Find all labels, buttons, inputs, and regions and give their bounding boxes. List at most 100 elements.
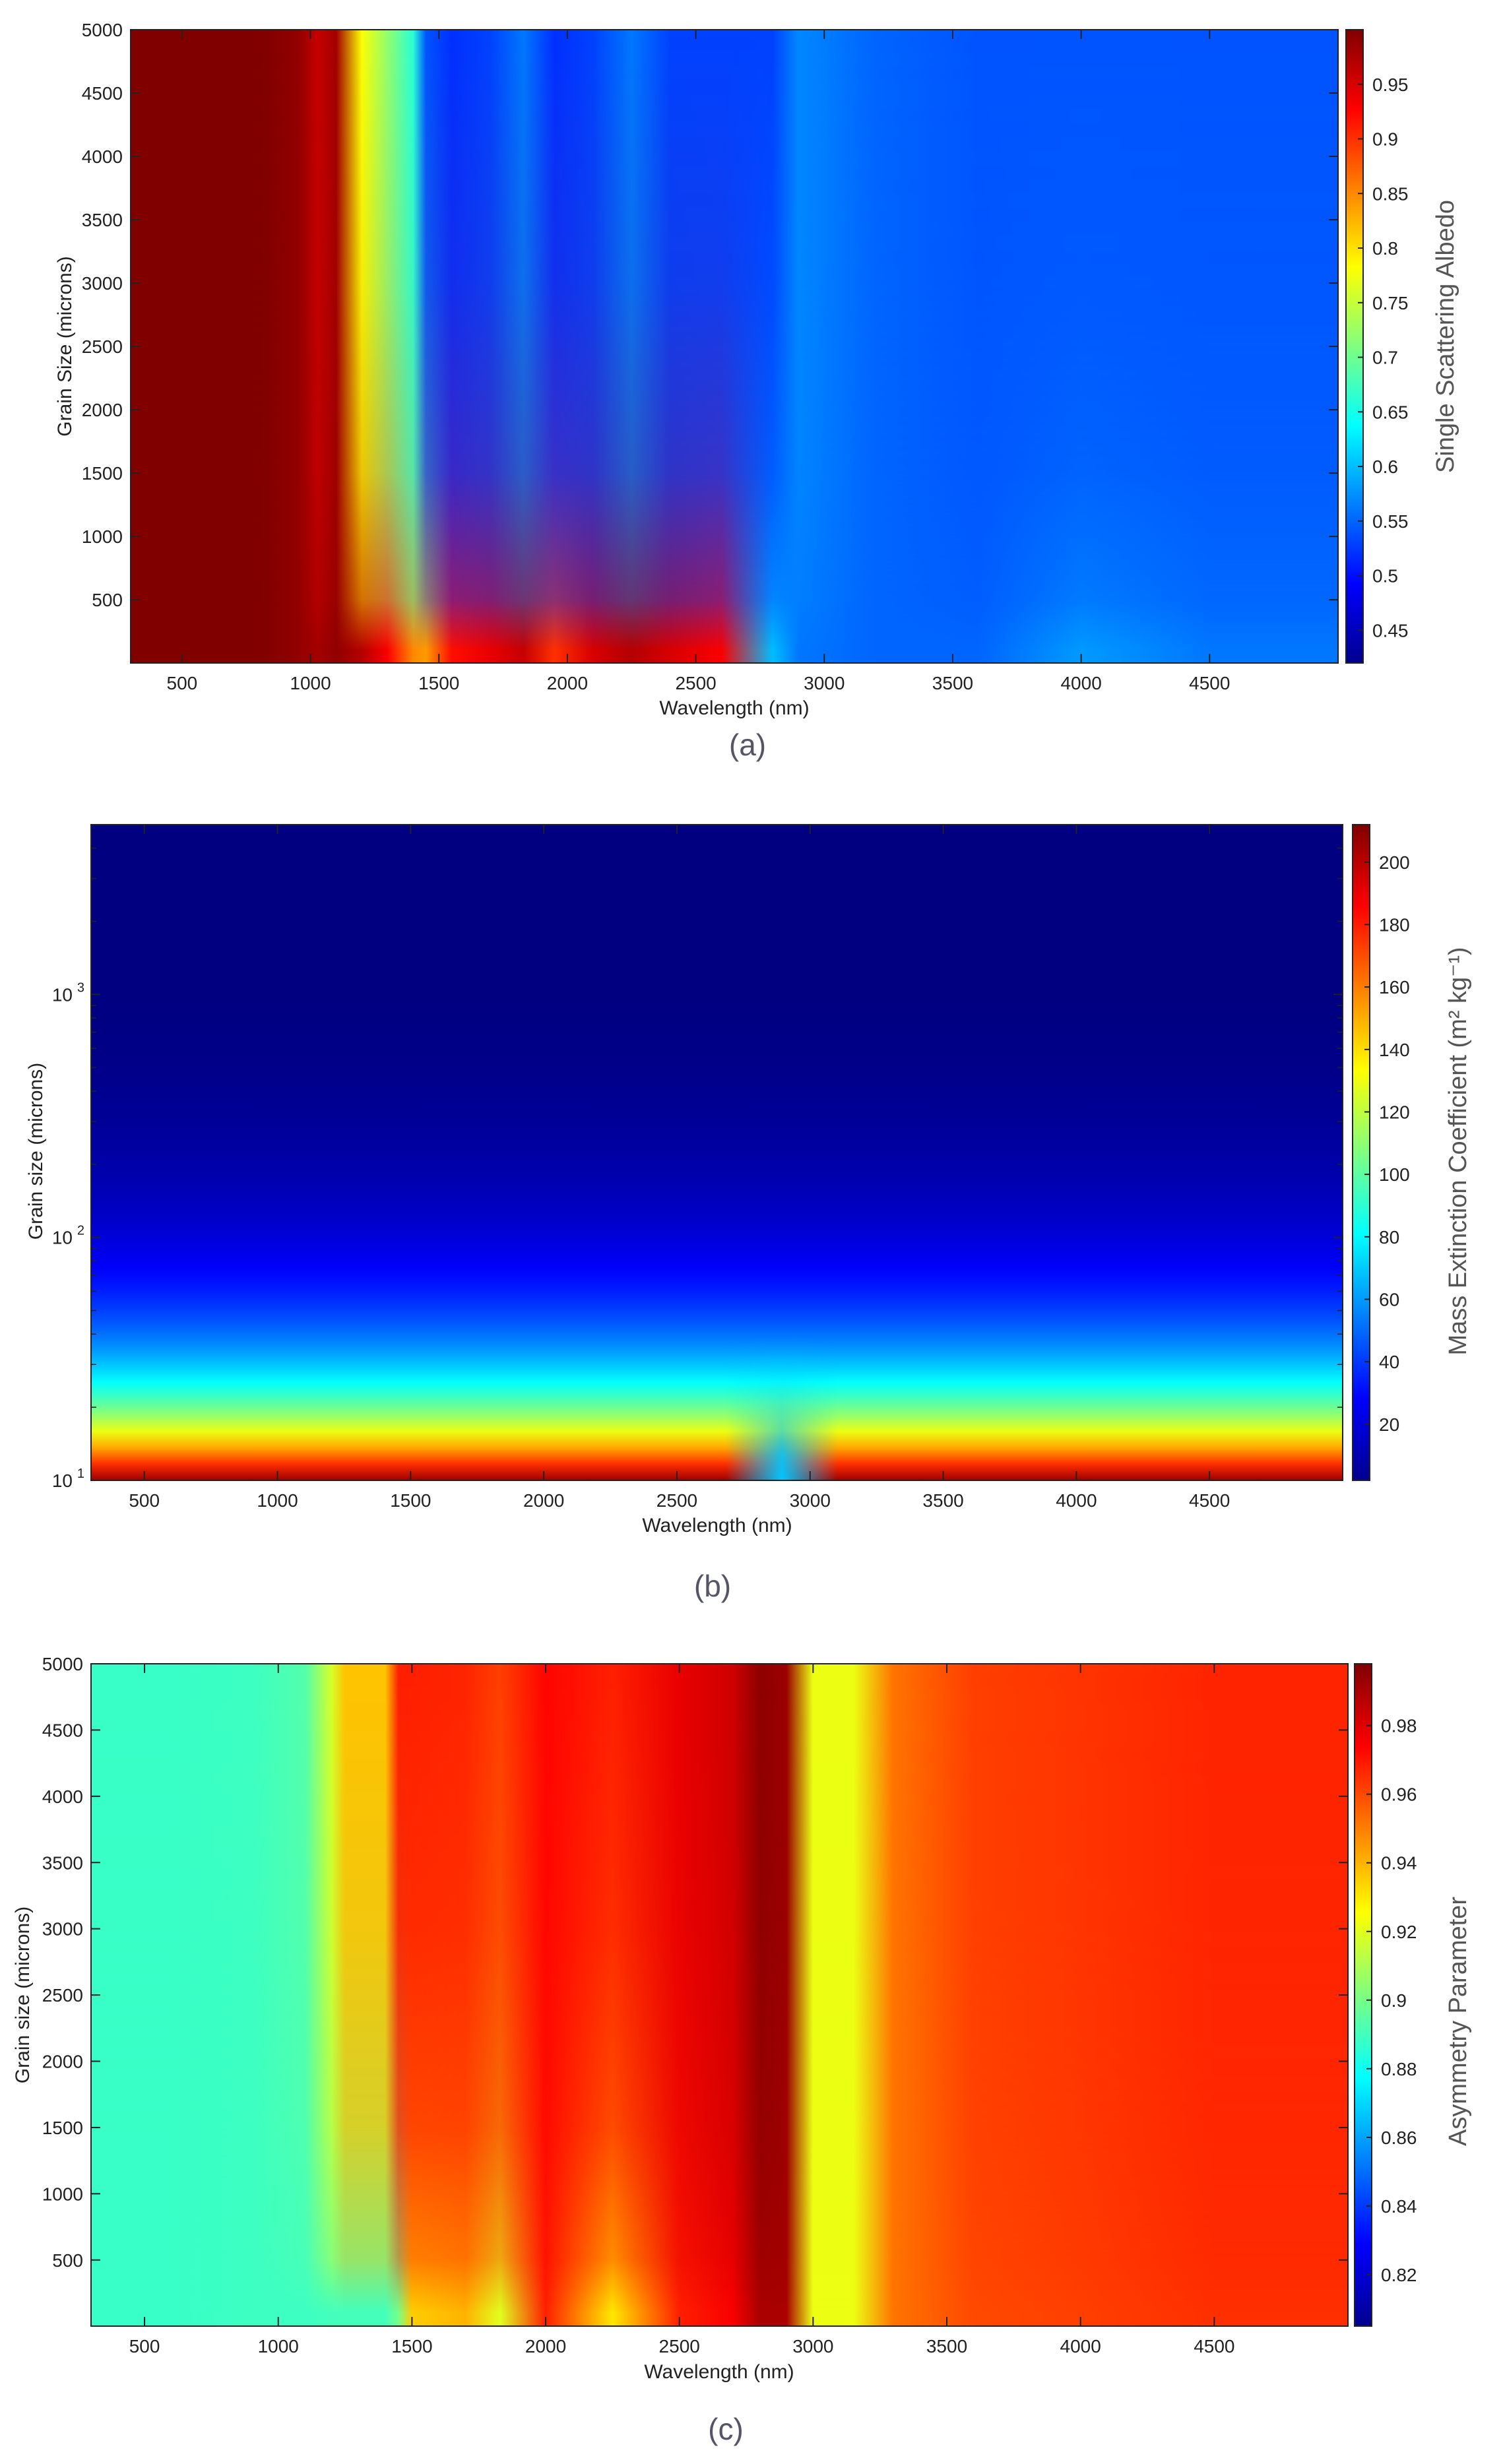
y-tick-label: 3000 <box>42 1919 83 1940</box>
colorbar-tick-label: 40 <box>1379 1352 1399 1372</box>
y-tick-label: 1500 <box>82 463 123 484</box>
colorbar-tick-label: 0.98 <box>1381 1716 1417 1736</box>
y-tick-label: 10 <box>52 1228 73 1248</box>
x-tick-label: 2500 <box>675 673 716 693</box>
colorbar-tick-label: 120 <box>1379 1102 1410 1122</box>
y-tick-label: 3000 <box>82 273 123 294</box>
x-tick-label: 2500 <box>656 1490 697 1511</box>
colorbar-tick-label: 0.7 <box>1372 348 1398 368</box>
x-tick-labels-c: 500 1000 1500 2000 2500 3000 3500 4000 4500 <box>129 2336 1235 2356</box>
colorbar-a <box>1346 30 1363 663</box>
caption-a: (a) <box>729 728 766 762</box>
x-tick-labels-b: 500 1000 1500 2000 2500 3000 3500 4000 4500 <box>129 1490 1230 1511</box>
colorbar-tick-label: 0.6 <box>1372 457 1398 477</box>
x-tick-label: 3000 <box>790 1490 831 1511</box>
y-tick-label: 2000 <box>82 400 123 420</box>
plot-area-a <box>131 30 1338 663</box>
y-tick-exponent: 1 <box>77 1467 84 1481</box>
y-tick-labels-a: 500 1000 1500 2000 2500 3000 3500 4000 4500 5000 <box>82 20 123 610</box>
colorbar-tick-label: 0.75 <box>1372 293 1409 313</box>
x-tick-label: 1000 <box>258 2336 299 2356</box>
colorbar-ticks-c: 0.82 0.84 0.86 0.88 0.9 0.92 0.94 0.96 0.98 <box>1366 1716 1417 2285</box>
y-tick-label: 10 <box>52 1470 73 1491</box>
caption-c: (c) <box>708 2412 744 2446</box>
y-tick-label: 3500 <box>82 210 123 230</box>
y-tick-label: 2000 <box>42 2052 83 2072</box>
y-tick-label: 4000 <box>82 146 123 167</box>
colorbar-tick-label: 140 <box>1379 1040 1410 1060</box>
colorbar-tick-label: 0.8 <box>1372 238 1398 259</box>
y-tick-label: 500 <box>52 2250 83 2271</box>
colorbar-tick-label: 0.86 <box>1381 2128 1417 2148</box>
x-tick-label: 4500 <box>1189 1490 1230 1511</box>
colorbar-b <box>1353 825 1370 1480</box>
y-tick-label: 4500 <box>42 1720 83 1740</box>
y-axis-label-a: Grain Size (microns) <box>54 256 76 436</box>
y-tick-label: 2500 <box>42 1985 83 2006</box>
panel-b: 500 1000 1500 2000 2500 3000 3500 4000 4500 10 11… <box>25 824 1472 1603</box>
y-tick-labels-b: 10 1 10 2 10 3 <box>52 980 84 1491</box>
axes-box-b <box>90 824 1343 1481</box>
panel-c: 500 1000 1500 2000 2500 3000 3500 4000 4500 500 1… <box>12 1654 1472 2446</box>
colorbar-tick-label: 180 <box>1379 914 1410 935</box>
colorbar-tick-label: 0.82 <box>1381 2265 1417 2285</box>
caption-b: (b) <box>694 1569 731 1603</box>
x-tick-label: 4500 <box>1189 673 1230 693</box>
x-tick-label: 3500 <box>932 673 973 693</box>
x-tick-label: 500 <box>129 1490 160 1511</box>
y-tick-label: 4500 <box>82 83 123 104</box>
x-tick-label: 4000 <box>1060 2336 1101 2356</box>
colorbar-tick-label: 0.9 <box>1381 1990 1407 2011</box>
y-tick-label: 10 <box>52 984 73 1005</box>
y-tick-label: 3500 <box>42 1852 83 1873</box>
x-tick-label: 3000 <box>792 2336 833 2356</box>
colorbar-tick-label: 0.88 <box>1381 2059 1417 2079</box>
x-axis-label-b: Wavelength (nm) <box>642 1515 792 1536</box>
colorbar-c <box>1355 1664 1372 2326</box>
colorbar-frame-c <box>1354 1663 1372 2327</box>
x-tick-label: 2000 <box>525 2336 566 2356</box>
y-tick-exponent: 3 <box>77 980 84 995</box>
tick-marks-a <box>131 29 1338 663</box>
extinction-dip-b <box>726 825 838 1480</box>
colorbar-tick-label: 80 <box>1379 1227 1399 1248</box>
y-tick-label: 1500 <box>42 2118 83 2138</box>
x-tick-label: 4000 <box>1056 1490 1097 1511</box>
x-tick-label: 4500 <box>1194 2336 1234 2356</box>
colorbar-frame-b <box>1352 824 1370 1481</box>
x-tick-label: 3500 <box>926 2336 967 2356</box>
x-tick-label: 2000 <box>547 673 588 693</box>
y-tick-label: 5000 <box>82 20 123 40</box>
x-tick-label: 3500 <box>922 1490 963 1511</box>
colorbar-tick-label: 0.55 <box>1372 511 1409 532</box>
colorbar-tick-label: 0.94 <box>1381 1853 1417 1874</box>
colorbar-tick-label: 0.5 <box>1372 566 1398 586</box>
x-tick-label: 500 <box>129 2336 160 2356</box>
y-tick-label: 2500 <box>82 336 123 357</box>
x-tick-label: 1500 <box>418 673 459 693</box>
colorbar-tick-label: 200 <box>1379 852 1410 873</box>
colorbar-label-a: Single Scattering Albedo <box>1432 200 1459 473</box>
y-tick-label: 500 <box>92 590 123 610</box>
y-axis-label-b: Grain size (microns) <box>25 1063 47 1240</box>
y-axis-label-c: Grain size (microns) <box>12 1907 34 2083</box>
x-tick-label: 1500 <box>390 1490 431 1511</box>
colorbar-tick-label: 100 <box>1379 1164 1410 1185</box>
y-tick-label: 1000 <box>42 2184 83 2204</box>
x-tick-label: 4000 <box>1060 673 1101 693</box>
y-tick-label: 1000 <box>82 526 123 547</box>
x-tick-label: 2500 <box>659 2336 700 2356</box>
colorbar-tick-label: 0.95 <box>1372 75 1409 95</box>
colorbar-ticks-a: 0.45 0.5 0.55 0.6 0.65 0.7 0.75 0.8 0.85 0.9 0.95 <box>1358 75 1409 641</box>
colorbar-tick-label: 0.45 <box>1372 620 1409 641</box>
colorbar-label-c: Asymmetry Parameter <box>1444 1897 1472 2146</box>
colorbar-tick-label: 0.65 <box>1372 402 1409 422</box>
y-tick-label: 5000 <box>42 1654 83 1674</box>
colorbar-label-b: Mass Extinction Coefficient (m² kg⁻¹) <box>1444 947 1472 1355</box>
colorbar-frame-a <box>1345 29 1364 664</box>
colorbar-tick-label: 0.84 <box>1381 2196 1417 2217</box>
colorbar-tick-label: 160 <box>1379 977 1410 997</box>
colorbar-tick-label: 0.96 <box>1381 1785 1417 1805</box>
heatmap-a-small-grain <box>131 30 1338 663</box>
